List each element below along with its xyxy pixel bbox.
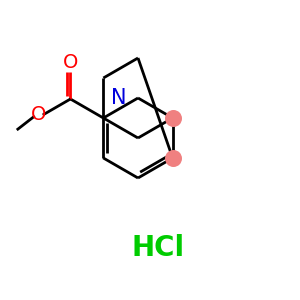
Text: O: O [31, 106, 46, 124]
Text: N: N [111, 88, 127, 108]
Point [170, 116, 175, 120]
Text: HCl: HCl [131, 234, 184, 262]
Text: O: O [63, 53, 78, 73]
Point [170, 156, 175, 161]
